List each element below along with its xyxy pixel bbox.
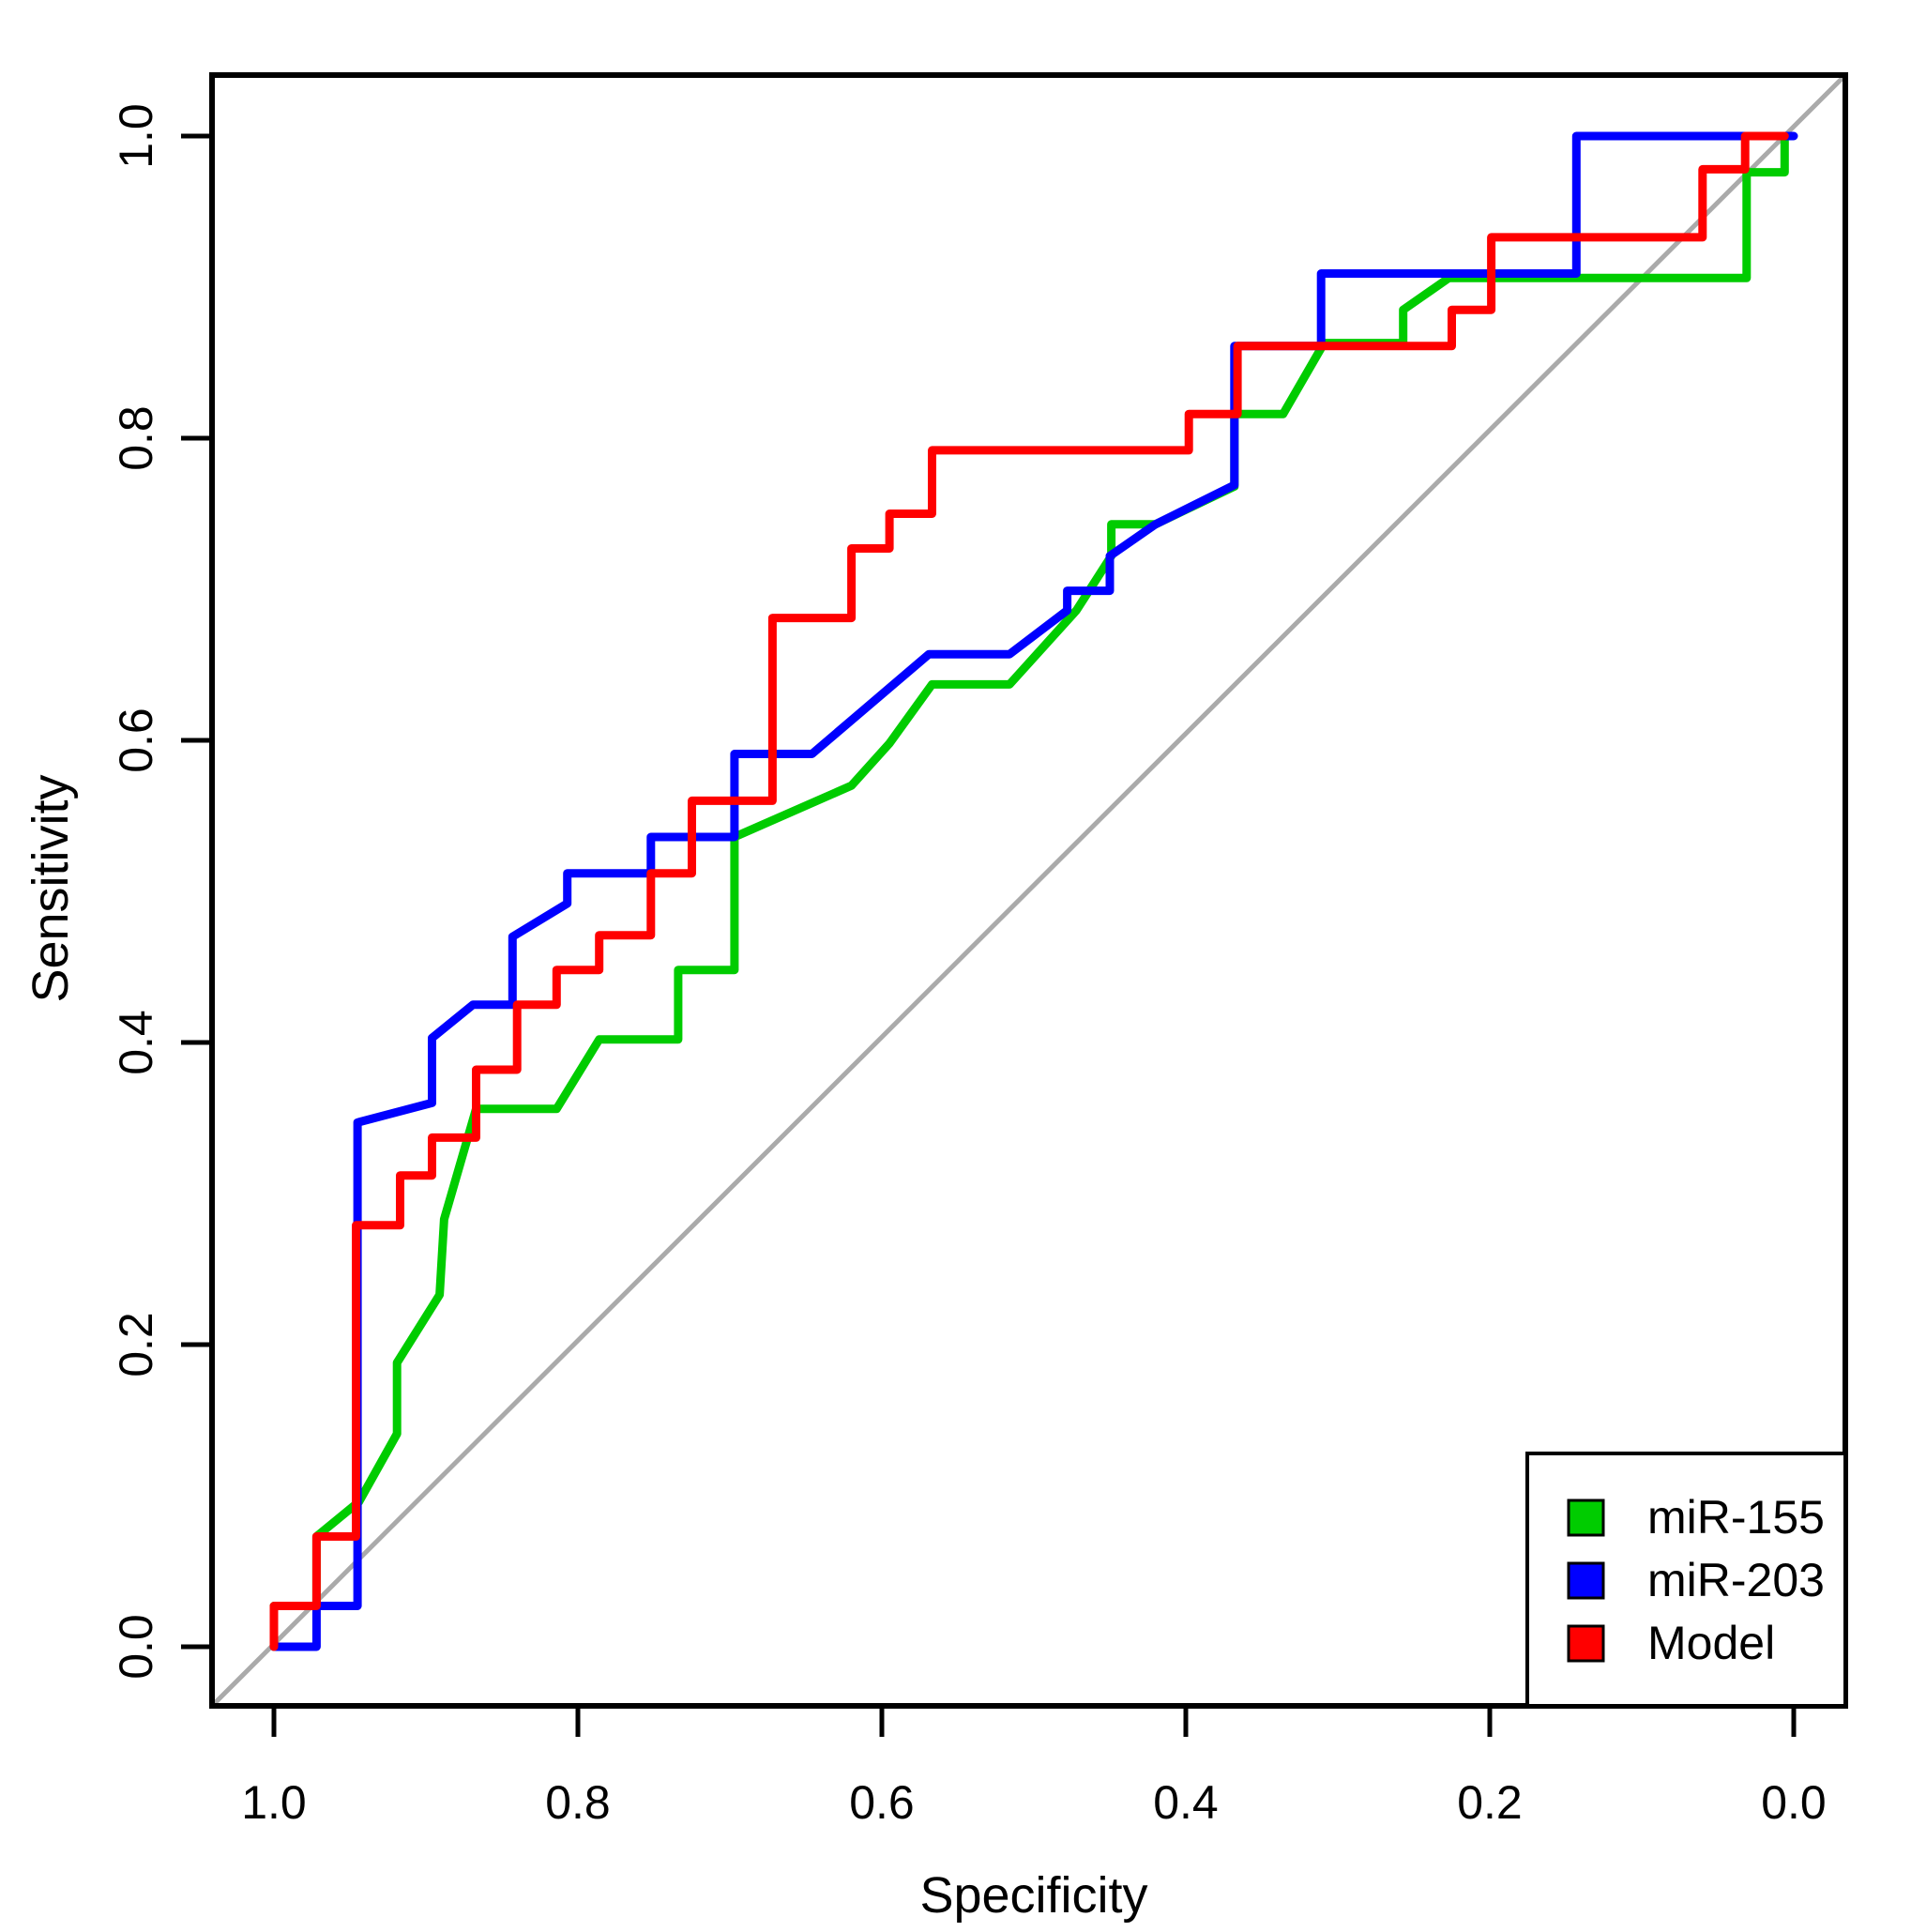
x-axis-title: Specificity xyxy=(919,1867,1147,1924)
legend-swatch-mir-203 xyxy=(1567,1561,1605,1600)
legend-label-mir-155: miR-155 xyxy=(1647,1491,1825,1544)
plot-border xyxy=(209,72,1848,1709)
legend-items: miR-155 miR-203 Model xyxy=(1567,1491,1825,1669)
legend-label-model: Model xyxy=(1647,1617,1775,1669)
y-tick-label: 0.2 xyxy=(110,1312,162,1377)
chance-diagonal xyxy=(210,73,1847,1708)
x-axis-ticks: 1.0 0.8 0.6 0.4 0.2 0.0 xyxy=(241,1706,1827,1829)
legend-swatch-model xyxy=(1567,1624,1605,1663)
legend: miR-155 miR-203 Model xyxy=(1525,1452,1847,1708)
x-tick-label: 0.6 xyxy=(849,1776,915,1829)
y-tick-label: 1.0 xyxy=(110,103,162,169)
roc-curves xyxy=(269,131,1798,1651)
x-tick-label: 0.0 xyxy=(1761,1776,1827,1829)
roc-curve-model xyxy=(269,131,1789,1651)
roc-curve-mir-203 xyxy=(269,131,1798,1651)
chance-diagonal-line xyxy=(210,73,1847,1708)
legend-swatch-mir-155 xyxy=(1567,1498,1605,1537)
y-axis-title: Sensitivity xyxy=(23,774,79,1002)
y-axis-ticks: 0.0 0.2 0.4 0.6 0.8 1.0 xyxy=(110,103,212,1680)
x-tick-label: 0.2 xyxy=(1457,1776,1523,1829)
x-tick-label: 0.8 xyxy=(545,1776,611,1829)
y-tick-label: 0.8 xyxy=(110,405,162,471)
y-tick-label: 0.6 xyxy=(110,707,162,773)
roc-curve-mir-155 xyxy=(269,131,1789,1651)
x-tick-label: 1.0 xyxy=(241,1776,307,1829)
x-tick-label: 0.4 xyxy=(1153,1776,1219,1829)
legend-label-mir-203: miR-203 xyxy=(1647,1554,1825,1606)
y-tick-label: 0.4 xyxy=(110,1010,162,1075)
y-tick-label: 0.0 xyxy=(110,1614,162,1680)
